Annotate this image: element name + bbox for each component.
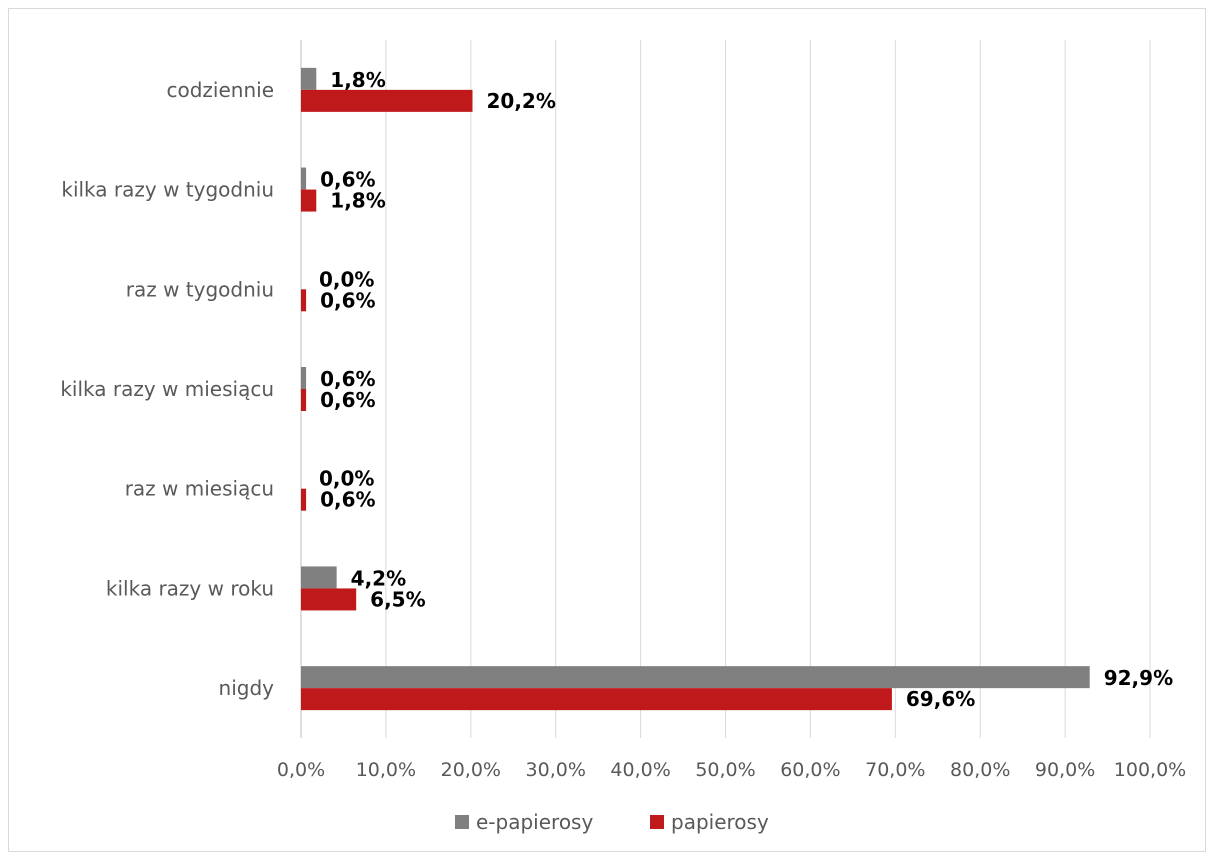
x-tick-label: 20,0% <box>441 759 501 781</box>
bar-papierosy <box>301 289 307 312</box>
category-label: kilka razy w tygodniu <box>61 178 274 202</box>
category-label: nigdy <box>219 676 275 700</box>
category-label: raz w tygodniu <box>126 277 274 301</box>
x-tick-label: 10,0% <box>356 759 416 781</box>
x-tick-label: 30,0% <box>526 759 586 781</box>
x-tick-label: 70,0% <box>865 759 925 781</box>
data-label: 1,8% <box>330 189 385 213</box>
legend-swatch <box>650 815 664 829</box>
x-tick-label: 60,0% <box>780 759 840 781</box>
legend-label: e-papierosy <box>476 810 593 834</box>
data-label: 92,9% <box>1104 666 1173 690</box>
x-tick-labels: 0,0% 10,0% 20,0% 30,0% 40,0% 50,0% 60,0% 70,0% 8… <box>277 759 1186 781</box>
data-label: 0,0% <box>319 467 374 491</box>
bar-papierosy <box>301 89 473 112</box>
category-label: kilka razy w roku <box>106 576 274 600</box>
data-labels: 1,8%20,2%0,6%1,8%0,0%0,6%0,6%0,6%0,0%0,6… <box>319 68 1173 711</box>
data-label: 0,6% <box>320 168 375 192</box>
bar-e-papierosy <box>301 167 307 190</box>
bar-e-papierosy <box>301 566 337 589</box>
data-label: 69,6% <box>906 687 975 711</box>
bar-papierosy <box>301 389 307 411</box>
data-label: 6,5% <box>370 587 425 611</box>
data-label: 1,8% <box>330 68 385 92</box>
category-label: kilka razy w miesiącu <box>60 377 274 401</box>
data-label: 0,6% <box>320 367 375 391</box>
data-label: 20,2% <box>486 89 555 113</box>
x-tick-label: 100,0% <box>1114 759 1186 781</box>
bar-papierosy <box>301 488 307 511</box>
bars <box>301 67 1090 711</box>
x-tick-label: 90,0% <box>1035 759 1095 781</box>
legend-label: papierosy <box>671 810 769 834</box>
x-tick-label: 40,0% <box>610 759 670 781</box>
data-label: 0,6% <box>320 288 375 312</box>
bar-e-papierosy <box>301 67 317 90</box>
x-tick-label: 0,0% <box>277 759 325 781</box>
category-labels: codziennie kilka razy w tygodniu raz w tyg… <box>60 78 274 700</box>
bar-papierosy <box>301 189 317 212</box>
category-label: raz w miesiącu <box>125 477 274 501</box>
bar-e-papierosy <box>301 367 307 389</box>
legend-swatch <box>455 815 469 829</box>
chart-frame <box>8 8 1206 852</box>
category-label: codziennie <box>167 78 275 102</box>
x-tick-label: 80,0% <box>950 759 1010 781</box>
data-label: 4,2% <box>351 566 406 590</box>
gridlines <box>300 40 1151 738</box>
data-label: 0,0% <box>319 267 374 291</box>
bar-papierosy <box>301 588 357 611</box>
data-label: 0,6% <box>320 388 375 412</box>
legend: e-papierosy papierosy <box>455 810 769 834</box>
bar-papierosy <box>301 688 892 711</box>
data-label: 0,6% <box>320 488 375 512</box>
bar-e-papierosy <box>301 666 1090 689</box>
x-tick-label: 50,0% <box>695 759 755 781</box>
